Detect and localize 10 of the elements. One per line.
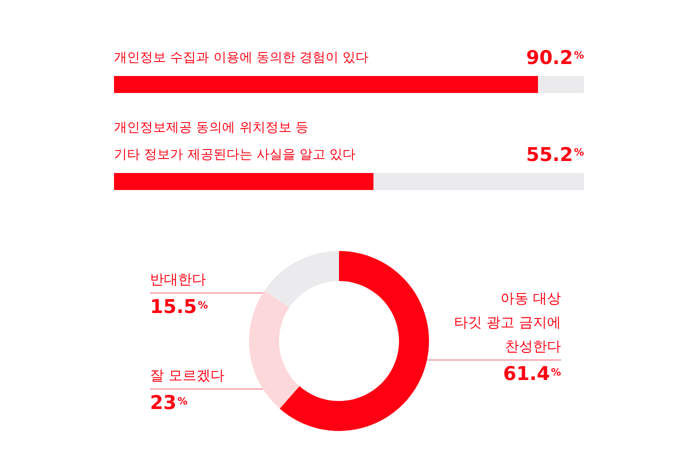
slice-label: 반대한다 <box>150 272 206 288</box>
y-tick-label: 개인정보제공 동의에 위치정보 등 기타 정보가 제공된다는 사실을 알고 있다 <box>114 120 356 162</box>
y-tick-label: 개인정보 수집과 이용에 동의한 경험이 있다 <box>114 50 369 66</box>
data-label: 55.2% <box>526 144 584 166</box>
data-label: 90.2% <box>526 47 584 69</box>
slice-label: 아동 대상 타깃 광고 금지에 찬성한다 <box>454 291 561 355</box>
data-label: 23% <box>150 392 188 414</box>
data-label: 61.4% <box>503 363 562 385</box>
data-label: 15.5% <box>150 296 208 318</box>
slice-label: 잘 모르겠다 <box>150 368 224 384</box>
